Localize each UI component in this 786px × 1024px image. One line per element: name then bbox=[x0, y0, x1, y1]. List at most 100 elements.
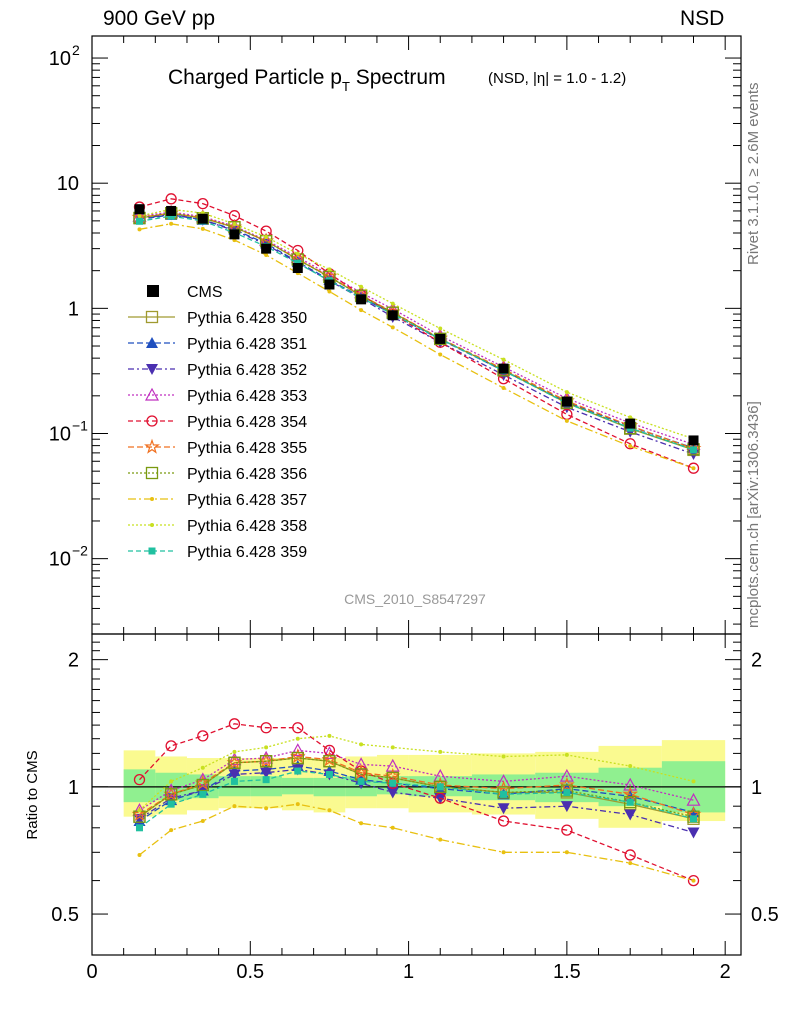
marker bbox=[131, 806, 148, 822]
marker bbox=[165, 193, 177, 205]
data-point bbox=[356, 294, 367, 305]
data-point bbox=[625, 418, 636, 429]
series-line bbox=[139, 735, 694, 811]
marker bbox=[624, 796, 637, 809]
marker bbox=[687, 874, 700, 887]
marker bbox=[497, 786, 510, 799]
marker bbox=[137, 227, 142, 232]
legend-label: Pythia 6.428 358 bbox=[187, 518, 307, 535]
marker bbox=[390, 301, 395, 306]
marker bbox=[196, 778, 209, 792]
marker bbox=[564, 418, 569, 423]
marker bbox=[500, 790, 508, 798]
series-line bbox=[139, 223, 694, 469]
marker bbox=[389, 779, 397, 787]
marker bbox=[438, 749, 443, 754]
data-point bbox=[435, 333, 446, 344]
marker bbox=[359, 821, 364, 826]
marker bbox=[137, 214, 142, 219]
legend-entry-359 bbox=[128, 547, 175, 555]
series-ratio-358 bbox=[137, 733, 696, 813]
marker bbox=[327, 289, 332, 294]
series-ratio-354 bbox=[133, 718, 700, 887]
marker bbox=[146, 364, 158, 375]
ratio-y-tick-label: 1 bbox=[68, 777, 79, 799]
marker bbox=[260, 722, 272, 734]
marker bbox=[291, 751, 304, 765]
legend-label: Pythia 6.428 351 bbox=[187, 336, 307, 353]
marker bbox=[497, 803, 510, 815]
marker bbox=[137, 808, 142, 813]
series-line bbox=[139, 770, 694, 829]
ratio-y-tick-label-right: 2 bbox=[751, 650, 762, 672]
x-tick-label: 2 bbox=[720, 961, 731, 983]
marker bbox=[690, 815, 698, 823]
marker bbox=[262, 776, 270, 784]
marker bbox=[501, 385, 506, 390]
marker bbox=[146, 337, 158, 348]
marker bbox=[691, 779, 696, 784]
marker bbox=[232, 222, 237, 227]
marker bbox=[259, 750, 274, 764]
marker bbox=[501, 357, 506, 362]
ratio-y-tick-label: 0.5 bbox=[51, 904, 79, 926]
marker bbox=[559, 768, 574, 782]
marker bbox=[327, 267, 332, 272]
marker bbox=[164, 788, 178, 801]
marker bbox=[150, 497, 154, 501]
legend-label: Pythia 6.428 353 bbox=[187, 388, 307, 405]
marker bbox=[628, 861, 633, 866]
data-point bbox=[197, 213, 208, 224]
marker bbox=[264, 234, 269, 239]
series-ratio-359 bbox=[135, 767, 698, 832]
marker bbox=[628, 444, 633, 449]
marker bbox=[436, 783, 444, 791]
marker bbox=[169, 779, 174, 784]
marker bbox=[690, 446, 698, 454]
marker bbox=[264, 806, 269, 811]
data-point bbox=[688, 435, 699, 446]
marker bbox=[390, 825, 395, 830]
ratio-y-tick-label-right: 1 bbox=[751, 777, 762, 799]
data-point bbox=[134, 204, 145, 215]
marker bbox=[290, 743, 305, 756]
analysis-watermark: CMS_2010_S8547297 bbox=[344, 591, 486, 607]
marker bbox=[564, 850, 569, 855]
marker bbox=[258, 752, 275, 768]
ratio-y-axis-label: Ratio to CMS bbox=[24, 750, 41, 839]
legend-entry-353 bbox=[128, 387, 175, 401]
marker bbox=[325, 770, 333, 778]
series-main-354 bbox=[133, 193, 700, 474]
marker bbox=[200, 226, 205, 231]
marker bbox=[438, 352, 443, 357]
marker bbox=[232, 749, 237, 754]
marker bbox=[228, 769, 241, 781]
series-line bbox=[139, 213, 694, 455]
marker bbox=[200, 765, 205, 770]
marker bbox=[145, 310, 159, 324]
marker bbox=[564, 390, 569, 395]
marker bbox=[560, 801, 573, 813]
data-point bbox=[498, 363, 509, 374]
marker bbox=[165, 740, 177, 752]
x-tick-label: 1.5 bbox=[553, 961, 581, 983]
marker bbox=[133, 774, 146, 786]
legend-label-cms: CMS bbox=[187, 284, 223, 301]
marker bbox=[228, 718, 241, 730]
x-tick-label: 0.5 bbox=[236, 961, 264, 983]
marker bbox=[501, 754, 506, 759]
marker bbox=[295, 802, 300, 807]
marker bbox=[686, 792, 701, 806]
x-tick-label: 1 bbox=[403, 961, 414, 983]
marker bbox=[264, 252, 269, 257]
marker bbox=[144, 438, 160, 454]
marker bbox=[169, 221, 174, 226]
y-tick-exponent: −2 bbox=[72, 543, 88, 559]
marker bbox=[687, 462, 700, 474]
marker bbox=[226, 754, 243, 770]
marker bbox=[497, 815, 510, 827]
series-line bbox=[139, 723, 694, 882]
y-tick-exponent: −1 bbox=[72, 417, 88, 433]
marker bbox=[438, 837, 443, 842]
